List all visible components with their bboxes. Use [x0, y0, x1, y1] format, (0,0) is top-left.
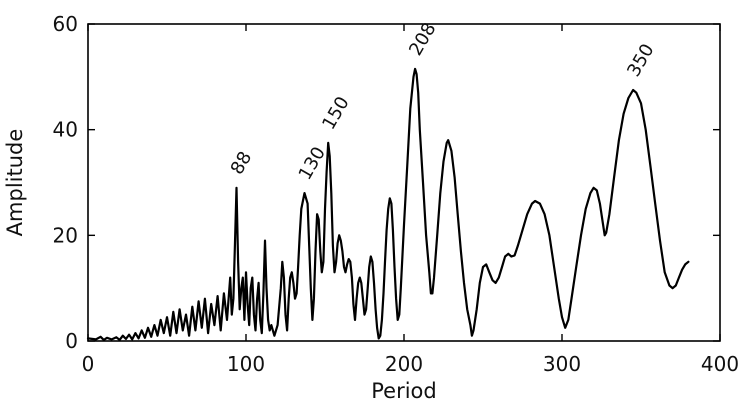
series-line	[86, 67, 690, 341]
y-tick-label: 40	[53, 118, 78, 142]
peak-label: 130	[295, 143, 330, 183]
peak-label: 208	[405, 19, 440, 59]
peak-labels: 88 130 150 208 350	[227, 19, 659, 183]
y-axis-ticks: 0 20 40 60	[53, 12, 720, 353]
x-axis-label: Period	[371, 379, 436, 403]
peak-label: 88	[227, 148, 257, 178]
x-tick-label: 0	[82, 352, 95, 376]
y-axis-label: Amplitude	[3, 129, 27, 237]
x-tick-label: 200	[385, 352, 423, 376]
x-tick-label: 100	[227, 352, 265, 376]
y-tick-label: 60	[53, 12, 78, 36]
peak-label: 150	[318, 93, 353, 133]
x-tick-label: 300	[543, 352, 581, 376]
y-tick-label: 20	[53, 223, 78, 247]
peak-label: 350	[623, 40, 658, 80]
x-tick-label: 400	[701, 352, 739, 376]
y-tick-label: 0	[65, 329, 78, 353]
x-axis-ticks: 0 100 200 300 400	[82, 24, 739, 376]
